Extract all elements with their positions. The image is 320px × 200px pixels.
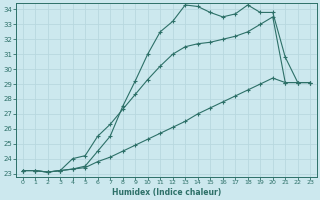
X-axis label: Humidex (Indice chaleur): Humidex (Indice chaleur)	[112, 188, 221, 197]
